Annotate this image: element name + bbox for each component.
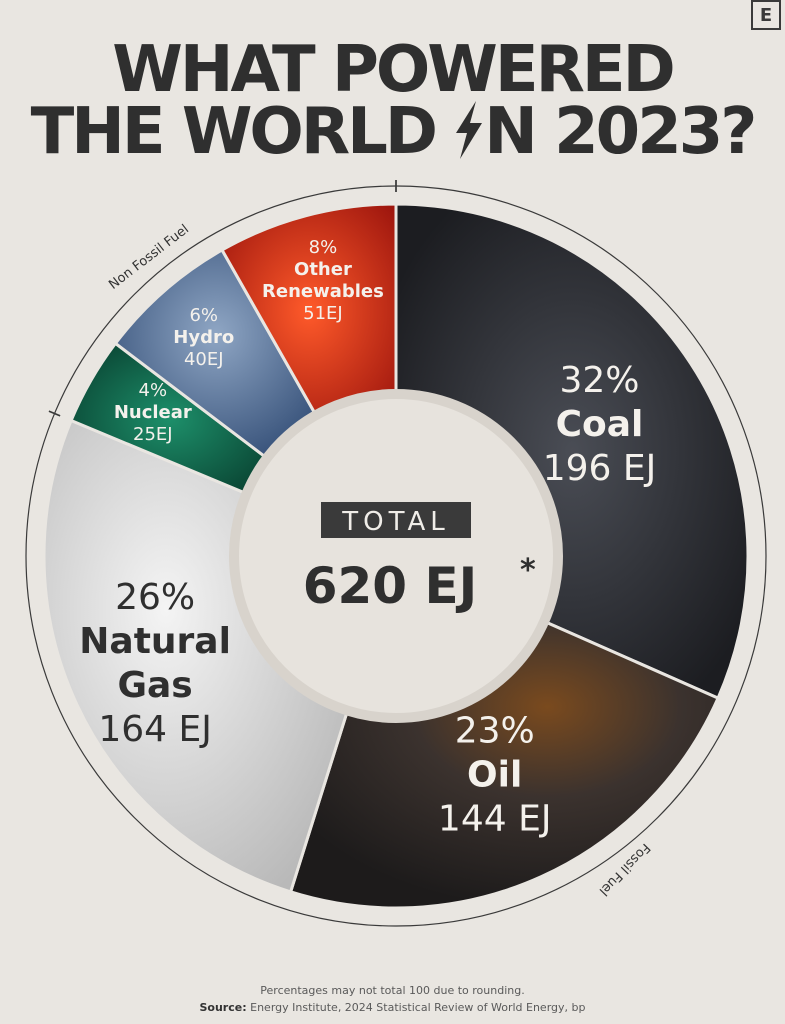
- group-bracket-tick-fossil-fuel-1: [48, 410, 61, 417]
- slice-label-coal-name: Coal: [556, 404, 644, 445]
- title-part-b: N 2023?: [484, 95, 757, 169]
- slice-label-nuclear-pct: 4%: [139, 380, 168, 401]
- slice-label-nuclear-name: Nuclear: [114, 402, 192, 423]
- slice-label-nuclear-value: 25EJ: [133, 424, 173, 445]
- slice-label-natural-gas-pct: 26%: [115, 577, 195, 618]
- slice-label-coal-value: 196 EJ: [543, 448, 657, 489]
- group-label-fossil-fuel: Fossil Fuel: [596, 840, 653, 898]
- slice-label-oil-name: Oil: [467, 754, 522, 795]
- chart-center-hole: [229, 389, 563, 723]
- slice-label-other-renewables-name-1: Other: [294, 259, 352, 280]
- brand-logo: E: [751, 0, 781, 30]
- slice-label-coal-pct: 32%: [559, 360, 639, 401]
- slice-label-natural-gas-name-1: Natural: [79, 621, 231, 662]
- slice-label-other-renewables-value: 51EJ: [303, 303, 343, 324]
- source-label: Source:: [199, 1001, 247, 1014]
- slice-label-other-renewables-pct: 8%: [309, 237, 338, 258]
- footnote-source: Source: Energy Institute, 2024 Statistic…: [0, 1001, 785, 1014]
- center-value: 620 EJ: [303, 557, 478, 615]
- slice-label-hydro-value: 40EJ: [184, 349, 224, 370]
- lightning-bolt-icon: [456, 101, 483, 159]
- slice-label-natural-gas-name-2: Gas: [117, 665, 192, 706]
- page-title-line-2: THE WORLD N 2023?: [0, 100, 785, 164]
- center-label: TOTAL: [341, 507, 449, 537]
- slice-label-other-renewables-name-2: Renewables: [262, 281, 384, 302]
- slice-label-oil-pct: 23%: [455, 710, 535, 751]
- title-part-a: THE WORLD: [30, 95, 438, 169]
- source-text: Energy Institute, 2024 Statistical Revie…: [250, 1001, 586, 1014]
- footnote-rounding: Percentages may not total 100 due to rou…: [260, 984, 525, 997]
- slice-label-oil-value: 144 EJ: [438, 798, 552, 839]
- center-value-text: 620 EJ: [303, 557, 478, 615]
- center-value-marker: *: [520, 553, 536, 588]
- page-title-line-1: WHAT POWERED: [112, 33, 675, 107]
- center-label-box: [321, 502, 471, 538]
- slice-label-hydro-pct: 6%: [189, 305, 218, 326]
- slice-label-natural-gas-value: 164 EJ: [98, 709, 212, 750]
- slice-label-hydro-name: Hydro: [173, 327, 234, 348]
